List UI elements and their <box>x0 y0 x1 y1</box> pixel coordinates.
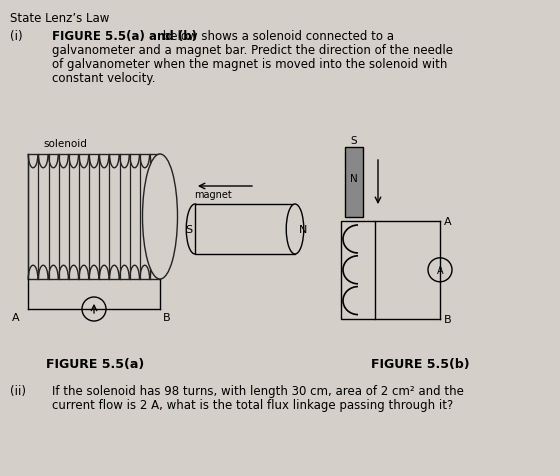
Ellipse shape <box>286 205 304 255</box>
Text: S: S <box>185 225 192 235</box>
Text: N: N <box>350 174 358 184</box>
Text: S: S <box>351 136 357 146</box>
Text: A: A <box>12 312 20 322</box>
Text: A: A <box>437 265 444 275</box>
Text: below shows a solenoid connected to a: below shows a solenoid connected to a <box>159 30 394 43</box>
Text: magnet: magnet <box>194 189 232 199</box>
Text: (i): (i) <box>10 30 22 43</box>
Text: B: B <box>444 314 451 324</box>
Text: FIGURE 5.5(a) and (b): FIGURE 5.5(a) and (b) <box>52 30 197 43</box>
Text: N: N <box>299 225 307 235</box>
Ellipse shape <box>186 205 204 255</box>
Text: solenoid: solenoid <box>43 139 87 149</box>
Text: constant velocity.: constant velocity. <box>52 72 156 85</box>
Text: of galvanometer when the magnet is moved into the solenoid with: of galvanometer when the magnet is moved… <box>52 58 447 71</box>
Text: State Lenz’s Law: State Lenz’s Law <box>10 12 109 25</box>
Bar <box>341 221 375 319</box>
Text: A: A <box>444 217 451 227</box>
Bar <box>195 205 295 255</box>
Text: If the solenoid has 98 turns, with length 30 cm, area of 2 cm² and the: If the solenoid has 98 turns, with lengt… <box>52 384 464 397</box>
Text: FIGURE 5.5(a): FIGURE 5.5(a) <box>46 357 144 370</box>
Text: (ii): (ii) <box>10 384 26 397</box>
Text: galvanometer and a magnet bar. Predict the direction of the needle: galvanometer and a magnet bar. Predict t… <box>52 44 453 57</box>
Text: current flow is 2 A, what is the total flux linkage passing through it?: current flow is 2 A, what is the total f… <box>52 398 453 411</box>
Text: B: B <box>163 312 171 322</box>
Bar <box>345 148 363 218</box>
Ellipse shape <box>142 155 178 279</box>
Text: FIGURE 5.5(b): FIGURE 5.5(b) <box>371 357 469 370</box>
